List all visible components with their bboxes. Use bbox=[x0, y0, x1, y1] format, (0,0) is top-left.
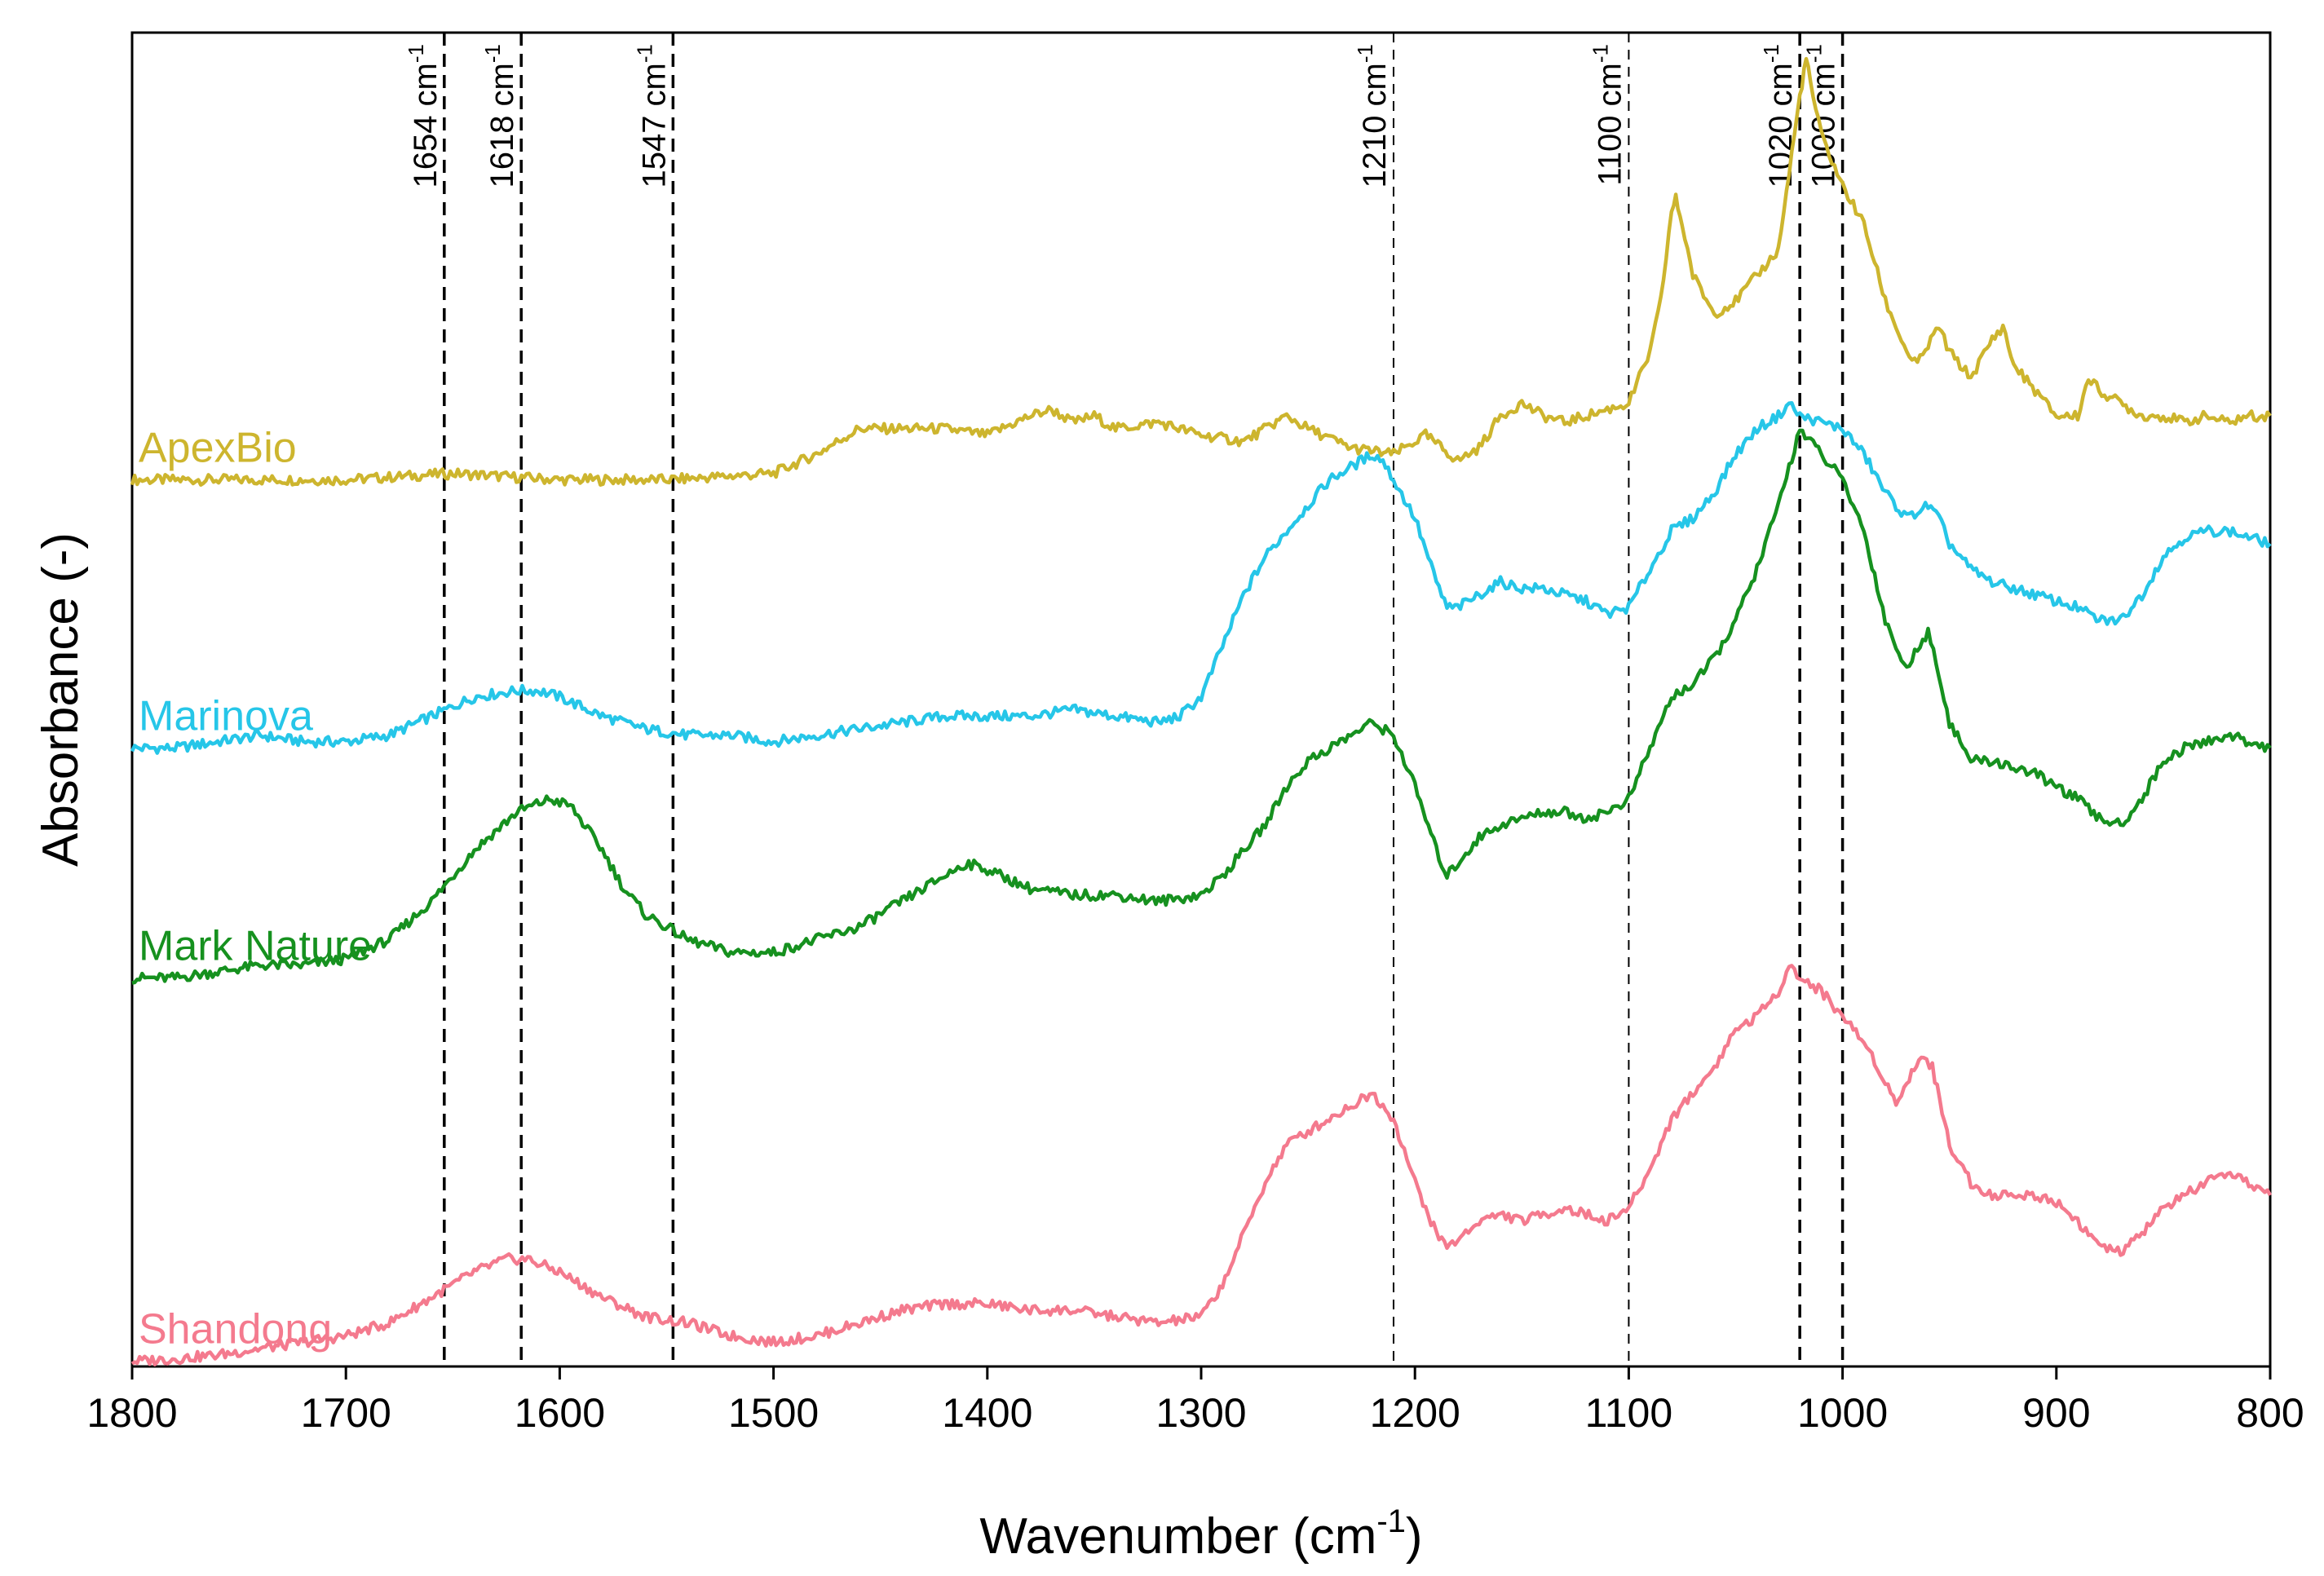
series-line-marinova bbox=[130, 400, 2272, 755]
reference-label-sup: -1 bbox=[1588, 44, 1612, 63]
reference-label-text: 1210 cm bbox=[1357, 63, 1393, 188]
reference-label-1100: 1100 cm-1 bbox=[1588, 44, 1628, 186]
series-line-shandong bbox=[130, 964, 2272, 1366]
reference-label-1654: 1654 cm-1 bbox=[404, 44, 444, 188]
reference-label-sup: -1 bbox=[480, 44, 505, 63]
reference-label-text: 1100 cm bbox=[1592, 63, 1628, 185]
series-layer: ApexBio Marinova Mark Nature Shandong bbox=[130, 56, 2272, 1366]
x-axis-title-close: ) bbox=[1406, 1508, 1423, 1565]
series-label-apexbio: ApexBio bbox=[139, 424, 297, 471]
reference-label-sup: -1 bbox=[1759, 44, 1783, 63]
y-axis-title: Absorbance (-) bbox=[33, 532, 89, 867]
reference-label-1020: 1020 cm-1 bbox=[1759, 44, 1799, 188]
reference-label-sup: -1 bbox=[1353, 44, 1377, 63]
x-axis-title: Wavenumber (cm-1) bbox=[979, 1503, 1422, 1565]
series-line-mark-nature bbox=[131, 428, 2272, 985]
reference-label-text: 1020 cm bbox=[1763, 63, 1799, 188]
series-line-apexbio bbox=[130, 56, 2272, 487]
series-label-shandong: Shandong bbox=[139, 1306, 332, 1353]
x-tick-label: 1800 bbox=[86, 1390, 177, 1436]
x-axis-title-sup: -1 bbox=[1376, 1503, 1406, 1539]
x-tick-label: 1700 bbox=[301, 1390, 391, 1436]
reference-label-text: 1618 cm bbox=[484, 63, 520, 188]
reference-label-text: 1654 cm bbox=[408, 63, 444, 188]
x-tick-label: 1200 bbox=[1370, 1390, 1460, 1436]
reference-label-1547: 1547 cm-1 bbox=[632, 44, 672, 188]
x-tick-label: 1600 bbox=[515, 1390, 605, 1436]
x-tick-label: 1300 bbox=[1155, 1390, 1246, 1436]
x-tick-label: 900 bbox=[2022, 1390, 2090, 1436]
x-tick-label: 800 bbox=[2236, 1390, 2304, 1436]
reference-label-sup: -1 bbox=[632, 44, 656, 63]
x-tick-label: 1400 bbox=[942, 1390, 1032, 1436]
reference-label-sup: -1 bbox=[404, 44, 428, 63]
series-label-mark-nature: Mark Nature bbox=[139, 923, 372, 970]
reference-label-1618: 1618 cm-1 bbox=[480, 44, 520, 188]
x-tick-label: 1500 bbox=[728, 1390, 819, 1436]
reference-label-text: 1547 cm bbox=[636, 63, 672, 188]
x-axis-ticks: 1800 1700 1600 1500 1400 1300 1200 1100 1000 900 8… bbox=[86, 1366, 2304, 1436]
x-tick-label: 1000 bbox=[1797, 1390, 1888, 1436]
reference-label-1210: 1210 cm-1 bbox=[1353, 44, 1393, 188]
series-label-marinova: Marinova bbox=[139, 693, 313, 740]
x-tick-label: 1100 bbox=[1585, 1390, 1673, 1436]
x-axis-title-main: Wavenumber (cm bbox=[979, 1508, 1376, 1565]
